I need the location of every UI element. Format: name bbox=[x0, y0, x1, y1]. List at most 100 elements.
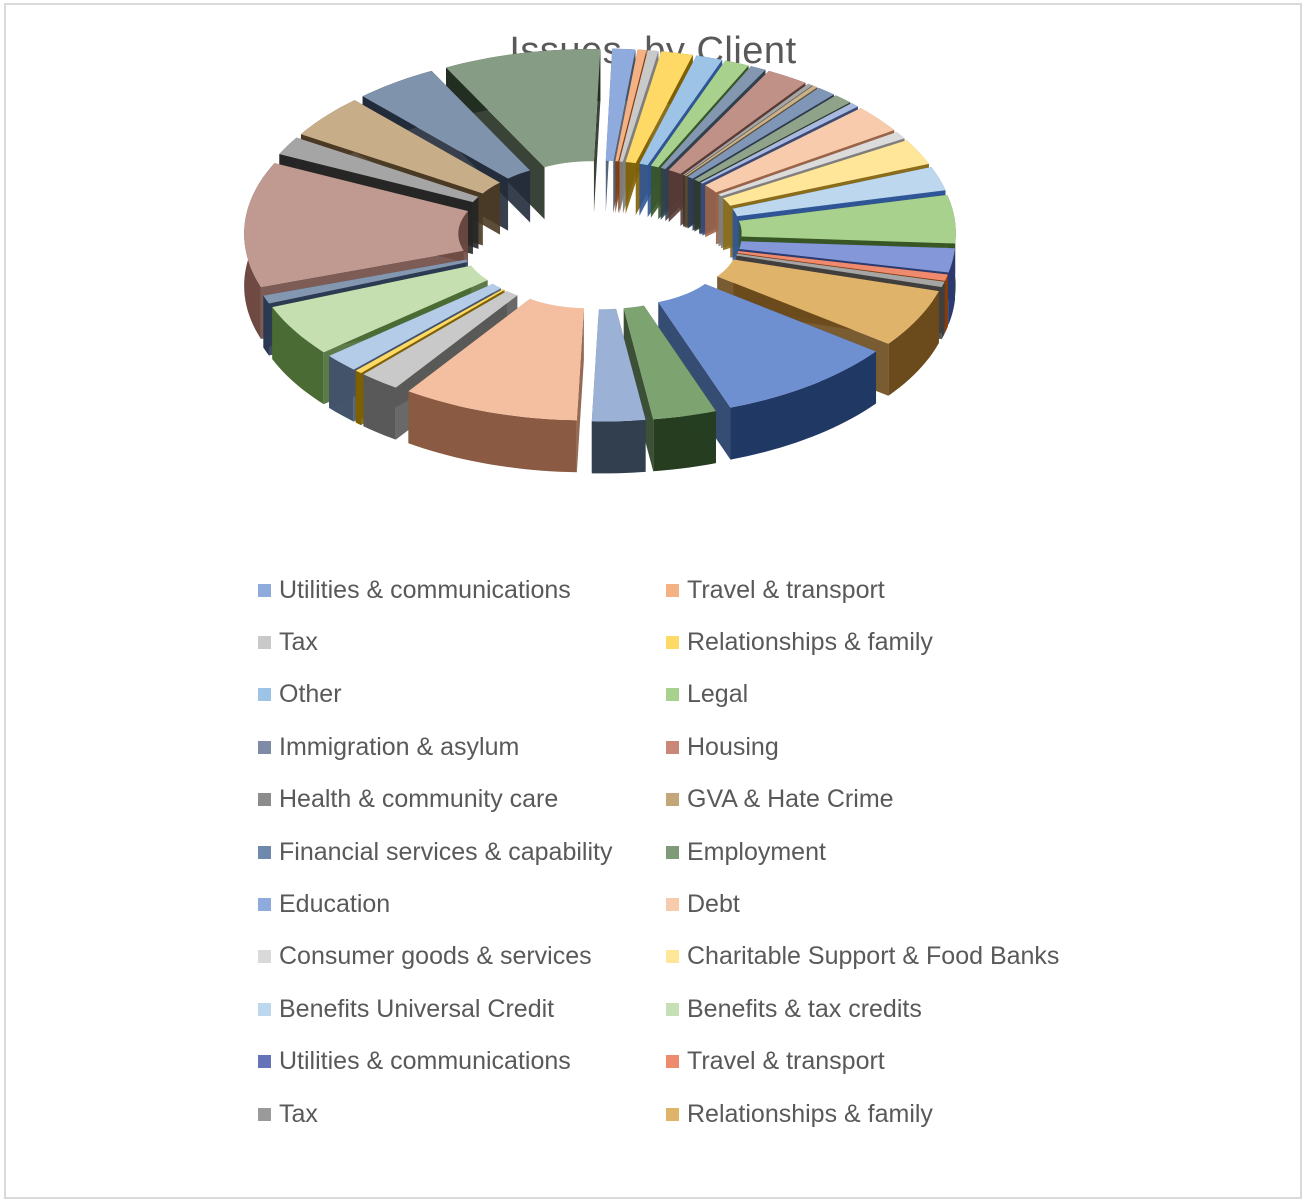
legend-label: Tax bbox=[279, 1099, 318, 1128]
legend-label: Travel & transport bbox=[687, 1047, 885, 1076]
legend-label: Relationships & family bbox=[687, 1099, 933, 1128]
legend-label: Other bbox=[279, 680, 342, 709]
legend-swatch bbox=[258, 1055, 271, 1069]
pie-slice-top bbox=[739, 241, 955, 273]
pie-slice-top bbox=[263, 259, 468, 304]
legend-label: Relationships & family bbox=[687, 627, 933, 656]
pie-chart bbox=[244, 48, 956, 474]
pie-slice-top bbox=[683, 83, 813, 176]
pie-slice-side bbox=[593, 49, 601, 214]
legend-swatch bbox=[666, 688, 679, 702]
legend-item: GVA & Hate Crime bbox=[666, 780, 894, 820]
legend-swatch bbox=[666, 897, 679, 911]
pie-slice-top bbox=[605, 48, 636, 162]
legend-item: Utilities & communications bbox=[258, 1042, 571, 1082]
legend-item: Consumer goods & services bbox=[258, 937, 592, 977]
legend-label: Health & community care bbox=[279, 785, 559, 814]
pie-slice-top bbox=[615, 49, 647, 162]
pie-slice-top bbox=[705, 108, 895, 193]
legend-swatch bbox=[666, 1107, 679, 1121]
legend-label: GVA & Hate Crime bbox=[687, 785, 894, 814]
pie-slice-top bbox=[700, 103, 858, 184]
pie-slice-top bbox=[639, 55, 723, 166]
pie-slice bbox=[623, 305, 716, 472]
legend-swatch bbox=[666, 793, 679, 807]
pie-slice-top bbox=[329, 283, 501, 370]
legend-swatch bbox=[258, 897, 271, 911]
pie-slice-top bbox=[723, 140, 929, 206]
pie-slice bbox=[591, 308, 646, 474]
legend-item: Health & community care bbox=[258, 780, 558, 820]
legend-swatch bbox=[258, 635, 271, 649]
legend-item: Relationships & family bbox=[666, 622, 933, 662]
legend-item: Housing bbox=[666, 727, 779, 767]
legend-item: Immigration & asylum bbox=[258, 727, 519, 767]
pie-slice-side bbox=[623, 308, 654, 472]
legend-label: Housing bbox=[687, 732, 779, 761]
legend-label: Tax bbox=[279, 627, 318, 656]
legend-label: Benefits & tax credits bbox=[687, 994, 922, 1023]
legend-item: Benefits & tax credits bbox=[666, 989, 922, 1029]
legend-swatch bbox=[666, 635, 679, 649]
pie-slice-top bbox=[660, 66, 766, 170]
pie-slice-top bbox=[362, 70, 531, 179]
legend-item: Tax bbox=[258, 1094, 318, 1134]
pie-slice-top bbox=[355, 289, 505, 374]
legend-swatch bbox=[258, 793, 271, 807]
legend-label: Education bbox=[279, 889, 391, 918]
legend-label: Benefits Universal Credit bbox=[279, 994, 555, 1023]
legend-swatch bbox=[258, 740, 271, 754]
pie-slice-top bbox=[658, 284, 877, 408]
pie-slice-top bbox=[408, 298, 584, 421]
pie-slice-top bbox=[625, 51, 693, 164]
legend-label: Travel & transport bbox=[687, 575, 885, 604]
pie-slice-top bbox=[737, 250, 948, 281]
legend-label: Charitable Support & Food Banks bbox=[687, 942, 1060, 971]
pie-slice-top bbox=[300, 100, 501, 194]
pie-slice-top bbox=[363, 291, 518, 388]
legend-label: Financial services & capability bbox=[279, 837, 613, 866]
legend-swatch bbox=[666, 950, 679, 964]
pie-slice-top bbox=[244, 163, 469, 287]
pie-slice-top bbox=[687, 87, 834, 179]
legend-swatch bbox=[258, 1002, 271, 1016]
pie-slice-top bbox=[685, 85, 818, 177]
legend-swatch bbox=[666, 583, 679, 597]
legend-swatch bbox=[258, 688, 271, 702]
pie-slice-top bbox=[619, 50, 659, 162]
legend-label: Debt bbox=[687, 889, 740, 918]
legend-label: Consumer goods & services bbox=[279, 942, 592, 971]
pie-slice-top bbox=[717, 259, 939, 344]
legend-item: Education bbox=[258, 884, 390, 924]
legend-item: Financial services & capability bbox=[258, 832, 612, 872]
legend-swatch bbox=[666, 1002, 679, 1016]
pie-slice-top bbox=[736, 253, 945, 288]
pie-slice-top bbox=[272, 265, 488, 353]
legend-label: Utilities & communications bbox=[279, 1047, 571, 1076]
legend-item: Relationships & family bbox=[666, 1094, 933, 1134]
pie-slice-top bbox=[650, 60, 749, 168]
legend-item: Legal bbox=[666, 675, 748, 715]
pie-slice-wall bbox=[408, 391, 577, 473]
pie-slice-top bbox=[718, 132, 905, 197]
legend-item: Travel & transport bbox=[666, 570, 885, 610]
pie-slice-top bbox=[668, 70, 806, 174]
legend-item: Travel & transport bbox=[666, 1042, 885, 1082]
legend-item: Employment bbox=[666, 832, 826, 872]
legend-label: Utilities & communications bbox=[279, 575, 571, 604]
legend-swatch bbox=[258, 583, 271, 597]
pie-slice-top bbox=[694, 95, 851, 182]
legend-label: Legal bbox=[687, 680, 749, 709]
pie-slice-top bbox=[446, 49, 601, 168]
legend-item: Charitable Support & Food Banks bbox=[666, 937, 1059, 977]
pie-slice-top bbox=[738, 194, 956, 244]
legend-swatch bbox=[258, 950, 271, 964]
legend-item: Debt bbox=[666, 884, 740, 924]
legend-label: Employment bbox=[687, 837, 826, 866]
pie-slice-wall bbox=[591, 419, 646, 474]
pie-slice-top bbox=[279, 137, 479, 203]
pie-slice-top bbox=[623, 305, 716, 420]
legend-swatch bbox=[258, 845, 271, 859]
legend-item: Benefits Universal Credit bbox=[258, 989, 554, 1029]
pie-slice-side bbox=[576, 308, 584, 473]
